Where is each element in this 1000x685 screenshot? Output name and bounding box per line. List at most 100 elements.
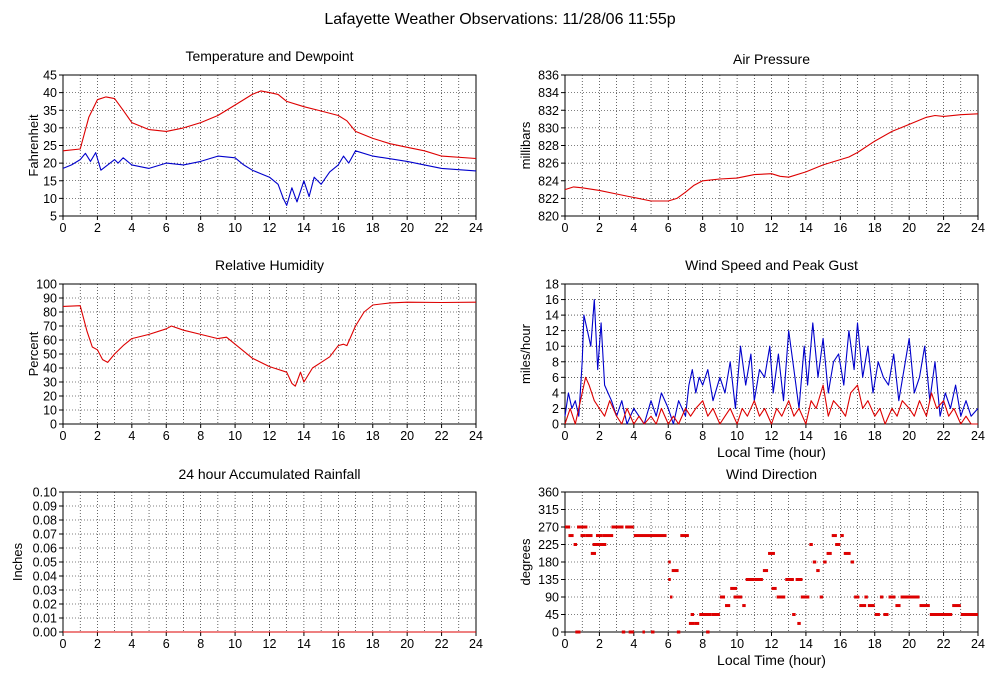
x-tick-label: 20 <box>902 221 916 235</box>
x-tick-label: 4 <box>630 221 637 235</box>
y-tick-label: 270 <box>538 521 559 535</box>
x-tick-label: 0 <box>60 429 67 443</box>
y-tick-label: 80 <box>43 306 57 320</box>
chart-title: Air Pressure <box>733 51 810 67</box>
x-tick-label: 24 <box>971 637 985 651</box>
data-point <box>694 621 700 625</box>
y-axis-label: millibars <box>518 121 533 169</box>
x-tick-label: 22 <box>435 221 449 235</box>
data-point <box>565 525 571 529</box>
x-tick-label: 8 <box>699 637 706 651</box>
data-point <box>831 534 837 538</box>
x-tick-label: 2 <box>596 429 603 443</box>
y-tick-label: 820 <box>538 210 559 224</box>
x-tick-label: 6 <box>163 221 170 235</box>
data-point <box>771 586 777 590</box>
x-tick-label: 12 <box>765 221 779 235</box>
y-tick-label: 830 <box>538 121 559 135</box>
x-tick-label: 22 <box>937 221 951 235</box>
x-tick-label: 22 <box>435 637 449 651</box>
x-tick-label: 2 <box>596 221 603 235</box>
x-tick-label: 14 <box>297 429 311 443</box>
data-point <box>776 595 786 599</box>
x-tick-label: 18 <box>366 221 380 235</box>
y-tick-label: 10 <box>545 340 559 354</box>
x-tick-label: 4 <box>128 637 135 651</box>
data-point <box>628 630 634 634</box>
y-tick-label: 0.10 <box>33 486 57 500</box>
y-tick-label: 5 <box>50 210 57 224</box>
x-axis-label: Local Time (hour) <box>717 444 826 460</box>
data-point <box>602 534 614 538</box>
data-point <box>843 551 851 555</box>
data-point <box>577 525 588 529</box>
data-point <box>762 569 769 573</box>
x-tick-label: 14 <box>799 221 813 235</box>
y-axis-label: degrees <box>518 538 533 585</box>
x-tick-label: 10 <box>730 429 744 443</box>
y-tick-label: 824 <box>538 174 559 188</box>
y-tick-label: 836 <box>538 69 559 83</box>
x-tick-label: 0 <box>60 221 67 235</box>
x-tick-label: 8 <box>699 221 706 235</box>
x-tick-label: 2 <box>94 637 101 651</box>
y-tick-label: 6 <box>552 371 559 385</box>
x-tick-label: 12 <box>263 637 277 651</box>
x-tick-label: 10 <box>228 221 242 235</box>
data-point <box>651 630 655 634</box>
y-tick-label: 0.04 <box>33 570 57 584</box>
data-point <box>725 604 731 608</box>
data-point <box>929 613 953 616</box>
x-tick-label: 24 <box>971 429 985 443</box>
y-tick-label: 0.05 <box>33 556 57 570</box>
y-tick-label: 360 <box>538 486 559 500</box>
series-line-red <box>564 113 979 202</box>
x-tick-label: 16 <box>833 429 847 443</box>
y-tick-label: 8 <box>552 355 559 369</box>
data-point <box>680 534 689 538</box>
x-tick-label: 16 <box>331 221 345 235</box>
y-tick-label: 0 <box>50 418 57 432</box>
x-tick-label: 18 <box>366 637 380 651</box>
x-tick-label: 0 <box>562 429 569 443</box>
data-point <box>592 543 600 546</box>
data-point <box>671 569 679 573</box>
x-tick-label: 20 <box>902 637 916 651</box>
data-point <box>867 604 875 608</box>
data-point <box>745 578 755 581</box>
data-point <box>809 543 813 546</box>
data-point <box>699 613 712 616</box>
data-point <box>706 630 710 634</box>
chart-rain: 0.000.010.020.030.040.050.060.070.080.09… <box>10 466 483 651</box>
x-tick-label: 0 <box>60 637 67 651</box>
data-point <box>952 604 961 608</box>
data-point <box>595 534 603 538</box>
y-tick-label: 45 <box>43 69 57 83</box>
data-point <box>754 578 763 581</box>
data-point <box>599 543 607 546</box>
y-tick-label: 0.01 <box>33 612 57 626</box>
data-point <box>690 613 695 616</box>
data-point <box>883 613 889 616</box>
y-tick-label: 20 <box>43 157 57 171</box>
x-tick-label: 0 <box>562 637 569 651</box>
x-tick-label: 4 <box>128 429 135 443</box>
y-tick-label: 100 <box>36 278 57 292</box>
x-tick-label: 10 <box>730 221 744 235</box>
x-tick-label: 20 <box>400 637 414 651</box>
y-tick-label: 10 <box>43 192 57 206</box>
series-line-red <box>62 90 477 160</box>
x-tick-label: 22 <box>435 429 449 443</box>
data-point <box>573 543 578 546</box>
y-tick-label: 45 <box>545 608 559 622</box>
y-tick-label: 40 <box>43 86 57 100</box>
data-point <box>795 578 803 581</box>
data-point <box>812 560 817 564</box>
y-axis-label: Percent <box>26 331 41 376</box>
y-tick-label: 40 <box>43 362 57 376</box>
y-tick-label: 25 <box>43 139 57 153</box>
x-tick-label: 12 <box>765 637 779 651</box>
